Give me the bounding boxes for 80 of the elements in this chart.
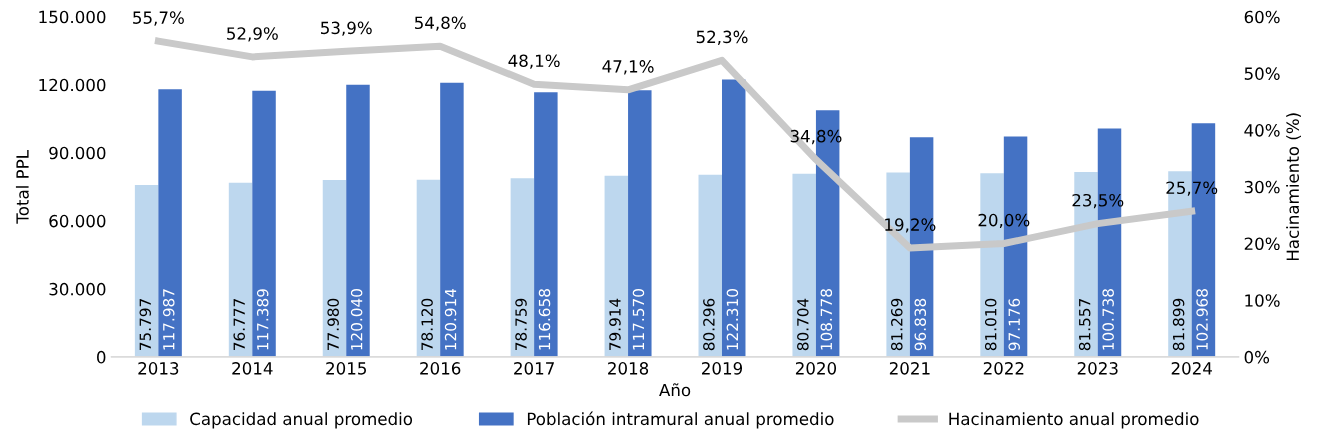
data-label: 102.968 (1196, 289, 1208, 350)
data-label: 52,9% (227, 27, 278, 42)
y2-tick-label: 50% (1244, 67, 1280, 80)
y2-tick-label: 10% (1245, 294, 1280, 307)
x-axis-title: Año (659, 383, 691, 397)
x-tick-label: 2022 (983, 362, 1024, 375)
data-label: 81.269 (891, 298, 903, 351)
data-label: 54,8% (414, 16, 466, 31)
data-label: 81.010 (984, 298, 997, 351)
data-label: 52,3% (696, 30, 748, 45)
bar (416, 179, 441, 357)
x-tick-label: 2021 (889, 362, 930, 375)
y-axis-title: Total PPL (15, 150, 29, 224)
legend-label: Hacinamiento anual promedio (949, 412, 1199, 429)
x-tick-label: 2013 (138, 362, 179, 375)
bar (440, 82, 464, 357)
y-tick-label: 30.000 (49, 282, 106, 296)
x-tick-label: 2015 (326, 362, 366, 375)
data-label: 120.914 (444, 288, 457, 350)
data-label: 76.777 (233, 299, 245, 350)
data-label: 81.557 (1078, 299, 1091, 351)
y2-axis-title: Hacinamiento (%) (1286, 113, 1301, 261)
x-tick-label: 2017 (514, 362, 554, 375)
bar (346, 84, 370, 357)
data-label: 117.987 (162, 289, 175, 350)
bar (604, 175, 629, 357)
x-tick-label: 2016 (420, 362, 461, 375)
y-tick-label: 60.000 (49, 214, 106, 228)
data-label: 75.797 (139, 299, 152, 350)
bar (628, 90, 652, 357)
x-tick-label: 2020 (795, 362, 837, 375)
legend-label: Capacidad anual promedio (190, 412, 413, 429)
x-tick-label: 2023 (1077, 362, 1118, 375)
bar (510, 178, 535, 357)
data-label: 78.759 (515, 298, 527, 350)
legend-label: Población intramural anual promedio (527, 411, 834, 429)
x-tick-label: 2014 (232, 362, 273, 375)
bar (134, 184, 159, 357)
y2-tick-label: 60% (1244, 10, 1280, 24)
y-tick-label: 120.000 (39, 78, 106, 92)
data-label: 48,1% (508, 54, 560, 69)
data-label: 23,5% (1072, 193, 1124, 209)
x-tick-label: 2019 (702, 362, 743, 375)
bar (792, 173, 816, 357)
y-tick-label: 90.000 (49, 146, 106, 160)
bar (252, 90, 276, 357)
x-tick-label: 2024 (1171, 362, 1212, 375)
data-label: 20,0% (978, 213, 1030, 229)
data-label: 78.120 (421, 298, 433, 350)
data-label: 25,7% (1166, 181, 1218, 196)
data-label: 97.176 (1008, 298, 1020, 351)
bar (698, 174, 722, 357)
bar (158, 89, 182, 357)
data-label: 53,9% (321, 21, 372, 36)
y2-tick-label: 20% (1244, 237, 1280, 251)
data-label: 122.310 (726, 289, 739, 350)
bar (228, 182, 253, 357)
bar (534, 92, 558, 357)
data-label: 47,1% (602, 60, 654, 75)
data-label: 77.980 (327, 298, 339, 350)
y-tick-label: 0 (97, 350, 106, 364)
data-label: 55,7% (133, 11, 184, 26)
data-label: 116.658 (538, 289, 551, 350)
y2-tick-label: 0% (1244, 350, 1270, 364)
data-label: 120.040 (350, 289, 363, 350)
y-tick-label: 150.000 (39, 10, 106, 24)
data-label: 80.296 (703, 298, 715, 351)
data-label: 108.778 (820, 289, 833, 350)
data-label: 81.899 (1172, 298, 1185, 351)
data-label: 117.570 (632, 289, 645, 350)
bar (722, 79, 746, 357)
data-label: 117.389 (256, 289, 269, 350)
data-label: 100.738 (1102, 289, 1114, 350)
bar (322, 180, 347, 357)
data-label: 80.704 (797, 298, 809, 351)
x-tick-label: 2018 (608, 362, 649, 375)
y2-tick-label: 40% (1244, 124, 1280, 137)
y2-tick-label: 30% (1244, 180, 1280, 194)
data-label: 96.838 (914, 298, 927, 351)
data-label: 79.914 (609, 298, 621, 350)
